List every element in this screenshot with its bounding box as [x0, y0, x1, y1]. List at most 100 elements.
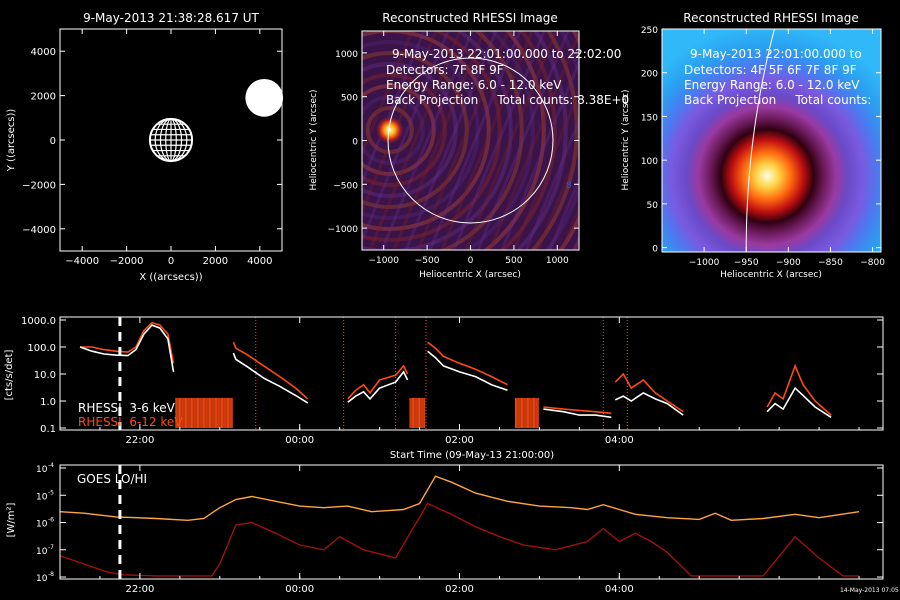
goes-legend: GOES LO/HI: [77, 472, 147, 486]
rhessi-image-1-annotation-3: Back Projection Total counts: 8.38E+0: [386, 93, 629, 107]
rhessi-image-2-xticks: −1000 −950 −900 −850 −800: [689, 29, 885, 268]
rhessi-image-2-xlabel: Heliocentric X (arcsec): [720, 270, 822, 280]
rhessi-y-label-3: 1.0: [40, 397, 56, 408]
filled-disk: [245, 78, 284, 117]
rhessi-image-1-annotation-0: 9-May-2013 22:01:00.000 to 22:02:00: [392, 47, 621, 61]
image1-y-label-1: −500: [333, 181, 358, 191]
context-y-label-0: −4000: [22, 225, 56, 236]
fringe-streak: [428, 31, 522, 250]
rhessi-series-0-segment-0: [79, 324, 175, 373]
fringe-ring: [362, 62, 458, 198]
fringe-streak: [548, 175, 579, 250]
rhessi-y-label-2: 10.0: [34, 370, 56, 381]
rhessi-image-2-annotation-3: Back Projection Total counts:: [684, 93, 871, 107]
rhessi-image-2-solar-limb: [745, 29, 775, 252]
image1-x-label-0: −1000: [368, 256, 399, 266]
fringe-ring: [362, 94, 425, 165]
context-y-label-3: 2000: [31, 92, 56, 103]
context-map-ylabel: Y ((arcsecs)): [6, 109, 17, 173]
goes-xticks: 22:00 00:00 02:00 04:00: [99, 465, 860, 595]
fringe-ring: [362, 84, 436, 176]
rhessi-night-bars: [175, 397, 539, 428]
rhessi-series-1-segment-1: [232, 341, 309, 400]
goes-y-label-exp-4: -4: [48, 462, 54, 469]
fringe-streak: [572, 233, 579, 250]
image1-y-label-0: −1000: [328, 225, 359, 235]
rhessi-series-0-segment-6: [766, 386, 832, 418]
rhessi-x-label-1: 00:00: [285, 435, 314, 446]
rhessi-image-2-panel: Reconstructed RHESSI Image 9-May-2013 22…: [621, 11, 885, 280]
context-map-xticks: −4000 −2000 0 2000 4000: [65, 29, 273, 267]
context-map-xlabel: X ((arcsecs)): [139, 272, 202, 283]
fringe-ring: [483, 31, 546, 250]
rhessi-y-label-4: 0.1: [40, 424, 56, 435]
goes-x-label-3: 04:00: [605, 584, 634, 595]
fringe-streak: [560, 204, 579, 250]
fringe-ring: [463, 31, 535, 250]
fringe-streak: [404, 31, 498, 250]
image2-x-label-4: −800: [860, 258, 885, 268]
image1-y-label-2: 0: [352, 138, 358, 148]
rhessi-image-1-annotation-2: Energy Range: 6.0 - 12.0 keV: [386, 78, 562, 92]
image2-y-label-3: 150: [641, 113, 658, 123]
plot-timestamp: 14-May-2013 07:05: [840, 587, 899, 594]
rhessi-series-0-segment-1: [232, 352, 309, 404]
goes-x-label-0: 22:00: [125, 584, 154, 595]
image2-x-label-1: −950: [734, 258, 759, 268]
fringe-streak: [476, 31, 570, 250]
rhessi-image-1-xticks: −1000 −500 0 500 1000: [368, 31, 569, 266]
rhessi-x-label-0: 22:00: [125, 435, 154, 446]
image1-x-label-4: 1000: [546, 256, 569, 266]
rhessi-legend-low: RHESSI 3-6 keV: [78, 401, 176, 415]
image1-y-label-4: 1000: [335, 50, 358, 60]
fringe-ring: [515, 31, 568, 250]
goes-x-label-1: 00:00: [285, 584, 314, 595]
rhessi-series-1-segment-2: [347, 364, 409, 400]
image1-y-label-3: 500: [341, 94, 358, 104]
rhessi-x-label-3: 04:00: [605, 435, 634, 446]
rhessi-image-1-solar-limb: [387, 57, 554, 224]
image2-y-label-5: 250: [641, 26, 658, 36]
rhessi-series-0-segment-5: [614, 391, 684, 416]
image2-y-label-1: 50: [647, 201, 659, 211]
fringe-ring: [500, 31, 557, 250]
rhessi-image-1-map: 8: [362, 31, 579, 250]
fringe-ring: [365, 105, 414, 154]
rhessi-series-0-segment-4: [543, 408, 612, 419]
rhessi-image-1-xlabel: Heliocentric X (arcsec): [419, 270, 521, 280]
goes-y-label-exp-0: -8: [48, 571, 54, 578]
rhessi-series-0-segment-3: [427, 350, 508, 392]
fringe-streak: [368, 31, 462, 250]
context-x-label-0: −4000: [65, 256, 99, 267]
fringe-ring: [439, 31, 524, 250]
context-x-label-1: −2000: [110, 256, 144, 267]
rhessi-lightcurve-panel: 22:00 00:00 02:00 04:00 1000.0 100.0 10.0 1.0 0…: [4, 316, 884, 461]
goes-yticks: 10-810-710-610-510-4: [36, 462, 883, 584]
context-y-label-1: −2000: [22, 180, 56, 191]
goes-series-1: [60, 502, 859, 577]
goes-y-label-0: 10: [36, 574, 48, 584]
rhessi-flare-markers: [255, 317, 628, 430]
image2-x-label-2: −900: [776, 258, 801, 268]
image2-y-label-0: 0: [652, 245, 658, 255]
rhessi-series-1-segment-6: [766, 363, 832, 416]
goes-series-0: [60, 475, 860, 522]
context-map-title: 9-May-2013 21:38:28.617 UT: [83, 11, 259, 25]
fringe-streak: [500, 58, 579, 250]
rhessi-series-1-segment-0: [80, 321, 175, 364]
context-x-label-4: 4000: [247, 256, 272, 267]
fringe-ring: [362, 31, 491, 231]
fringe-streak: [452, 31, 546, 250]
goes-series: [60, 475, 860, 577]
rhessi-series: [79, 321, 832, 419]
fringe-streak: [524, 117, 579, 250]
rhessi-yticks: 1000.0 100.0 10.0 1.0 0.1: [21, 316, 883, 435]
rhessi-image-1-annotation-1: Detectors: 7F 8F 9F: [386, 63, 504, 77]
rhessi-image-2-map: [662, 29, 881, 252]
fringe-ring: [362, 73, 447, 187]
goes-y-label-exp-3: -5: [48, 489, 54, 496]
context-x-label-3: 2000: [203, 256, 228, 267]
image2-y-label-4: 200: [641, 70, 658, 80]
rhessi-image-2-title: Reconstructed RHESSI Image: [683, 11, 858, 25]
